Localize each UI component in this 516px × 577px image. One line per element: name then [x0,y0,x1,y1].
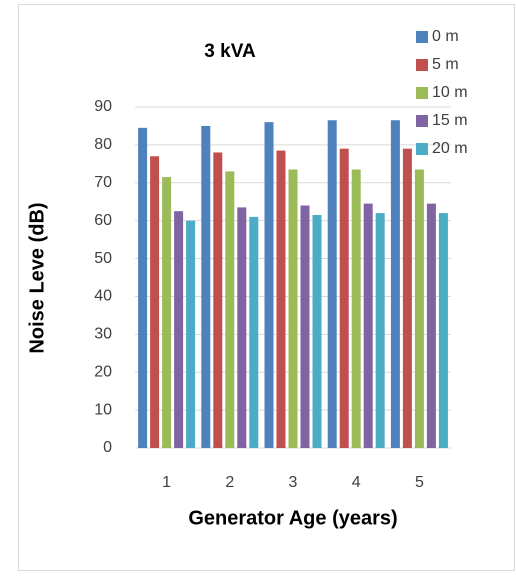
legend-label: 20 m [432,140,468,157]
bar [339,148,349,448]
bar [237,207,247,448]
bar [426,203,436,448]
legend-swatch [416,59,428,71]
bar [162,177,172,448]
legend-swatch [416,31,428,43]
bar [363,203,373,448]
x-tick-label: 1 [162,474,171,491]
legend-swatch [416,115,428,127]
x-tick-label: 4 [352,474,361,491]
y-tick-label: 30 [94,326,112,343]
y-tick-label: 70 [94,174,112,191]
x-tick-label: 2 [225,474,234,491]
y-tick-label: 0 [103,439,112,456]
legend-swatch [416,143,428,155]
bar [402,148,412,448]
legend-label: 0 m [432,28,459,45]
chart-title: 3 kVA [204,41,256,62]
bar [249,216,259,448]
bar [288,169,298,448]
bar [300,205,310,448]
legend-swatch [416,87,428,99]
bar [138,127,148,448]
y-tick-label: 20 [94,363,112,380]
y-tick-label: 10 [94,401,112,418]
y-axis-title: Noise Leve (dB) [26,202,48,353]
bar [312,214,322,448]
bar [225,171,235,448]
bar [213,152,223,448]
bar [201,125,211,448]
bar [150,156,160,448]
bar [351,169,361,448]
bar [264,122,274,449]
y-tick-label: 90 [94,98,112,115]
bar [327,120,337,448]
x-axis-title: Generator Age (years) [188,507,397,529]
y-tick-label: 60 [94,212,112,229]
bar [414,169,424,448]
x-tick-label: 3 [289,474,298,491]
legend-label: 5 m [432,56,459,73]
bar [174,211,184,448]
bar [390,120,400,448]
bar [186,220,196,448]
legend-label: 10 m [432,84,468,101]
y-tick-label: 50 [94,250,112,267]
y-tick-label: 40 [94,288,112,305]
bar [276,150,286,449]
bar [438,213,448,448]
legend-label: 15 m [432,112,468,129]
x-tick-label: 5 [415,474,424,491]
y-tick-label: 80 [94,136,112,153]
bar [375,213,385,448]
